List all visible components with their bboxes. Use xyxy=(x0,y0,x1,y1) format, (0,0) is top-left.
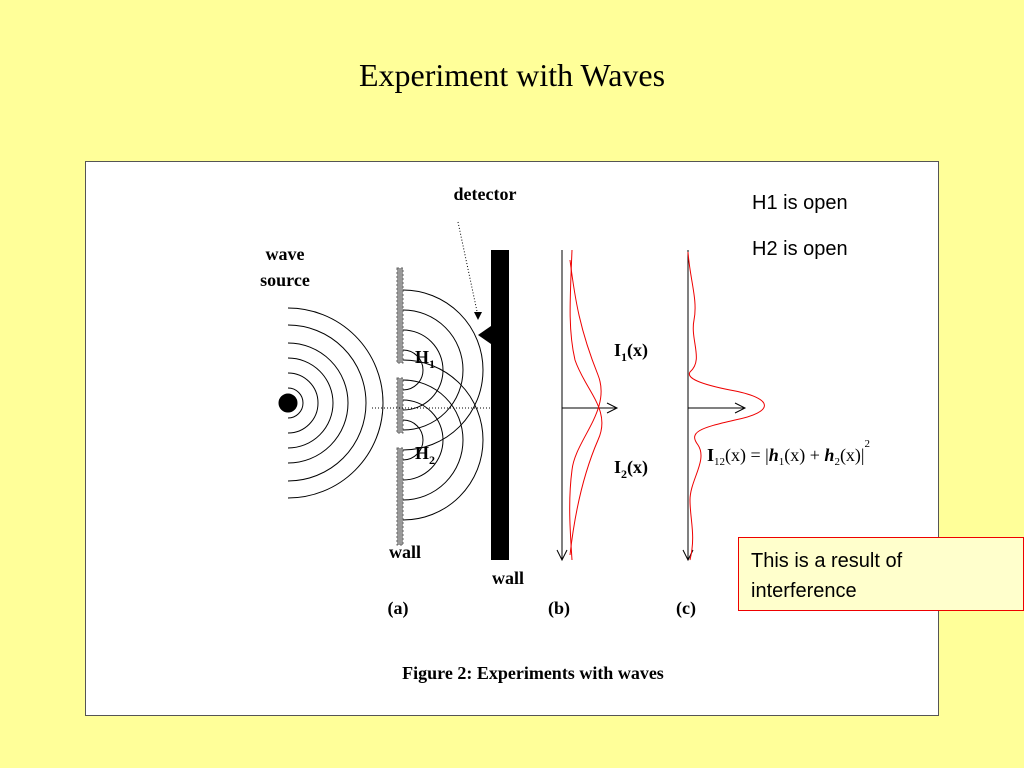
panel-label: (c) xyxy=(676,598,696,619)
curve-interference xyxy=(687,251,765,561)
formula-part: (x) = | xyxy=(725,445,769,466)
i2: I xyxy=(614,457,621,477)
detector-label: detector xyxy=(454,184,517,204)
i2-sub: 2 xyxy=(621,467,627,481)
h1: H xyxy=(415,347,429,367)
i1-label: I1(x) xyxy=(614,340,648,364)
h2-sub: 2 xyxy=(429,453,435,467)
source-waves xyxy=(278,307,384,499)
detector-marker xyxy=(478,326,491,344)
h1-sub: 1 xyxy=(429,357,435,371)
i2-label: I2(x) xyxy=(614,457,648,481)
h1-label: H1 xyxy=(415,347,435,371)
wall-b-label: wall xyxy=(492,568,524,588)
formula-part: (x) + xyxy=(784,445,824,466)
figure-frame xyxy=(85,161,939,716)
wall-a xyxy=(396,267,404,546)
source-label: source xyxy=(260,270,310,290)
hole-waves xyxy=(402,289,484,521)
figure-labels: detector wave source H1 H2 wall wall I1(… xyxy=(260,184,696,683)
curve-i1 xyxy=(569,259,602,561)
source-label: wave xyxy=(266,244,305,264)
callout-text: This is a result of xyxy=(751,550,903,572)
figure-caption: Figure 2: Experiments with waves xyxy=(402,663,664,683)
panel-label: (b) xyxy=(548,598,570,619)
note: H2 is open xyxy=(752,238,848,260)
wall-a-label: wall xyxy=(389,542,421,562)
formula-part: h xyxy=(824,445,834,465)
detector-pointer-head xyxy=(474,312,482,320)
wall-b xyxy=(491,250,509,560)
axes-b xyxy=(556,250,619,562)
formula-part: h xyxy=(769,445,779,465)
detector-pointer xyxy=(457,221,479,317)
formula-part: I xyxy=(707,445,714,465)
formula-part: 2 xyxy=(865,438,871,450)
i2-arg: (x) xyxy=(627,457,648,478)
slide-title: Experiment with Waves xyxy=(359,57,665,93)
note: H1 is open xyxy=(752,192,848,214)
panel-label: (a) xyxy=(388,598,409,619)
formula-part: 2 xyxy=(834,456,840,468)
i1-arg: (x) xyxy=(627,340,648,361)
h2: H xyxy=(415,443,429,463)
callout-box xyxy=(738,537,1024,611)
curve-i2 xyxy=(569,249,603,556)
formula-part: (x)| xyxy=(840,445,865,466)
formula: I12(x) = |h1(x) + h2(x)|2 xyxy=(707,438,870,468)
formula-part: 1 xyxy=(779,456,785,468)
formula-part: 12 xyxy=(714,456,725,468)
i1-sub: 1 xyxy=(621,350,627,364)
callout-text: interference xyxy=(751,580,857,602)
i1: I xyxy=(614,340,621,360)
h2-label: H2 xyxy=(415,443,435,467)
axes-c xyxy=(682,250,747,562)
